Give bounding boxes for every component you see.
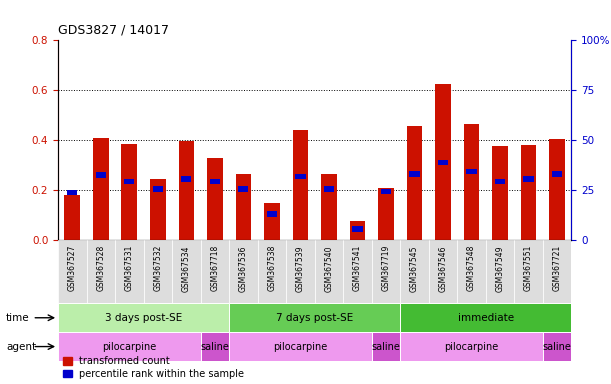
- Bar: [153, 186, 163, 192]
- Text: GSM367536: GSM367536: [239, 245, 248, 291]
- Bar: [286, 240, 315, 303]
- Bar: [172, 240, 200, 303]
- Bar: [315, 240, 343, 303]
- Bar: [543, 332, 571, 361]
- Text: immediate: immediate: [458, 313, 514, 323]
- Text: GSM367538: GSM367538: [268, 245, 276, 291]
- Text: GSM367527: GSM367527: [68, 245, 77, 291]
- Text: agent: agent: [6, 341, 36, 352]
- Bar: [492, 146, 508, 240]
- Bar: [409, 171, 420, 177]
- Bar: [87, 240, 115, 303]
- Bar: [93, 138, 109, 240]
- Text: GSM367528: GSM367528: [97, 245, 105, 291]
- Text: GSM367545: GSM367545: [410, 245, 419, 291]
- Text: GSM367540: GSM367540: [324, 245, 334, 291]
- Text: GSM367548: GSM367548: [467, 245, 476, 291]
- Bar: [524, 176, 533, 182]
- Bar: [295, 174, 306, 179]
- Bar: [381, 189, 391, 194]
- Bar: [495, 179, 505, 184]
- Text: GSM367532: GSM367532: [153, 245, 163, 291]
- Text: GDS3827 / 14017: GDS3827 / 14017: [58, 23, 169, 36]
- Bar: [122, 144, 137, 240]
- Bar: [353, 226, 362, 232]
- Bar: [343, 240, 371, 303]
- Bar: [349, 221, 365, 240]
- Bar: [324, 186, 334, 192]
- Text: GSM367531: GSM367531: [125, 245, 134, 291]
- Bar: [115, 240, 144, 303]
- Text: 7 days post-SE: 7 days post-SE: [276, 313, 353, 323]
- Bar: [58, 303, 229, 332]
- Bar: [378, 188, 394, 240]
- Text: GSM367719: GSM367719: [381, 245, 390, 291]
- Bar: [200, 332, 229, 361]
- Bar: [543, 240, 571, 303]
- Bar: [96, 172, 106, 178]
- Bar: [264, 203, 280, 240]
- Text: saline: saline: [543, 341, 571, 352]
- Text: pilocarpine: pilocarpine: [102, 341, 156, 352]
- Bar: [457, 240, 486, 303]
- Text: GSM367549: GSM367549: [496, 245, 505, 291]
- Bar: [178, 141, 194, 240]
- Text: 3 days post-SE: 3 days post-SE: [105, 313, 182, 323]
- Text: time: time: [6, 313, 30, 323]
- Text: GSM367541: GSM367541: [353, 245, 362, 291]
- Legend: transformed count, percentile rank within the sample: transformed count, percentile rank withi…: [63, 356, 244, 379]
- Bar: [293, 130, 309, 240]
- Text: GSM367551: GSM367551: [524, 245, 533, 291]
- Text: pilocarpine: pilocarpine: [444, 341, 499, 352]
- Bar: [466, 169, 477, 174]
- Bar: [67, 190, 78, 195]
- Text: GSM367546: GSM367546: [439, 245, 447, 291]
- Bar: [464, 124, 480, 240]
- Text: GSM367721: GSM367721: [552, 245, 562, 291]
- Bar: [521, 145, 536, 240]
- Bar: [150, 179, 166, 240]
- Bar: [229, 332, 371, 361]
- Text: GSM367718: GSM367718: [210, 245, 219, 291]
- Bar: [371, 332, 400, 361]
- Text: GSM367539: GSM367539: [296, 245, 305, 291]
- Bar: [321, 174, 337, 240]
- Bar: [400, 303, 571, 332]
- Bar: [210, 179, 220, 184]
- Bar: [236, 174, 251, 240]
- Bar: [267, 211, 277, 217]
- Bar: [407, 126, 422, 240]
- Bar: [552, 171, 562, 177]
- Bar: [207, 158, 223, 240]
- Bar: [58, 240, 87, 303]
- Bar: [229, 240, 258, 303]
- Bar: [435, 84, 451, 240]
- Bar: [486, 240, 514, 303]
- Text: pilocarpine: pilocarpine: [273, 341, 327, 352]
- Bar: [514, 240, 543, 303]
- Bar: [229, 303, 400, 332]
- Bar: [124, 179, 134, 184]
- Bar: [258, 240, 286, 303]
- Text: saline: saline: [371, 341, 400, 352]
- Bar: [200, 240, 229, 303]
- Bar: [400, 332, 543, 361]
- Bar: [65, 195, 80, 240]
- Bar: [429, 240, 457, 303]
- Bar: [58, 332, 200, 361]
- Bar: [181, 176, 191, 182]
- Bar: [144, 240, 172, 303]
- Text: saline: saline: [200, 341, 229, 352]
- Bar: [238, 186, 249, 192]
- Bar: [400, 240, 429, 303]
- Text: GSM367534: GSM367534: [182, 245, 191, 291]
- Bar: [371, 240, 400, 303]
- Bar: [438, 160, 448, 166]
- Bar: [549, 139, 565, 240]
